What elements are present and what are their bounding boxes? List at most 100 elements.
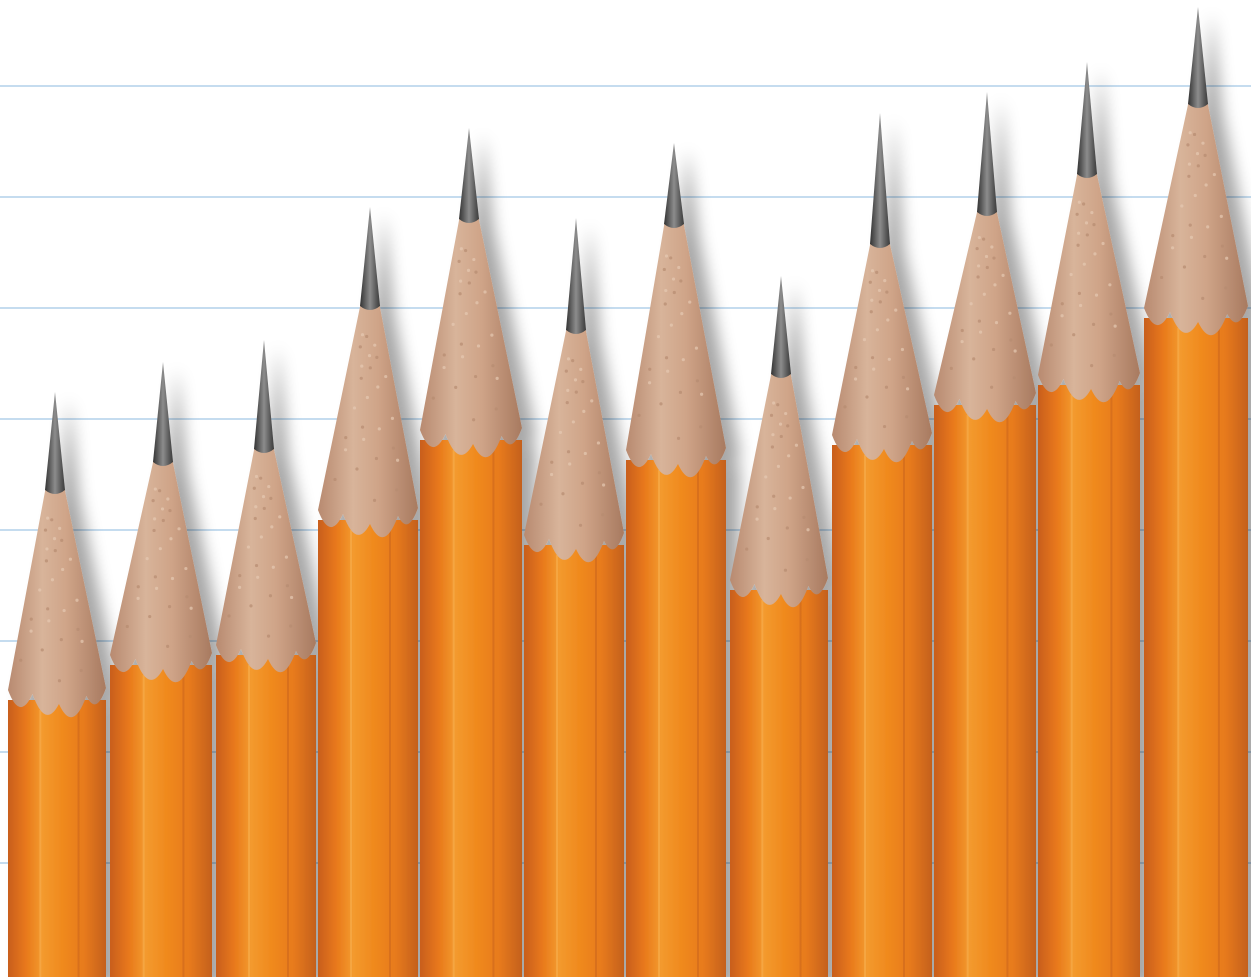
wood-grain xyxy=(679,279,683,283)
wood-grain xyxy=(1001,273,1005,277)
wood-grain xyxy=(454,385,458,389)
wood-grain xyxy=(662,267,666,272)
wood-grain xyxy=(68,557,73,561)
wood-grain xyxy=(1008,311,1012,315)
wood-grain xyxy=(289,624,293,628)
wood-grain xyxy=(355,467,359,471)
wood-grain xyxy=(491,364,495,368)
wood-grain xyxy=(158,547,162,551)
wood-grain xyxy=(806,528,810,532)
wood-grain xyxy=(770,445,775,449)
wood-grain xyxy=(259,535,263,539)
wood-grain xyxy=(136,596,140,600)
wood-grain xyxy=(886,318,890,322)
wood-grain xyxy=(167,605,172,609)
wood-grain xyxy=(1075,212,1079,216)
wood-grain xyxy=(656,335,661,339)
wood-grain xyxy=(794,443,799,447)
wood-grain xyxy=(46,607,50,611)
pencil-graphite xyxy=(664,143,684,228)
wood-grain xyxy=(1171,233,1175,238)
wood-grain xyxy=(550,460,554,464)
wood-grain xyxy=(1180,204,1184,208)
wood-grain xyxy=(985,265,989,270)
wood-grain xyxy=(269,496,273,500)
wood-grain xyxy=(476,344,481,348)
wood-grain xyxy=(464,248,468,253)
wood-grain xyxy=(1085,233,1089,237)
wood-grain xyxy=(1093,252,1097,256)
wood-grain xyxy=(975,246,979,251)
wood-grain xyxy=(578,523,583,527)
wood-grain xyxy=(694,346,699,350)
wood-grain xyxy=(1187,174,1191,178)
wood-grain xyxy=(960,328,964,333)
wood-grain xyxy=(390,416,395,421)
wood-grain xyxy=(40,648,44,652)
wood-grain xyxy=(764,475,768,479)
pencil-wood-tip xyxy=(110,458,212,683)
wood-grain xyxy=(38,588,42,592)
wood-grain xyxy=(882,424,887,429)
wood-grain xyxy=(278,515,282,519)
wood-grain xyxy=(561,492,565,496)
pencil-wood-tip xyxy=(524,326,624,563)
wood-grain xyxy=(868,280,872,284)
wood-grain xyxy=(1192,132,1197,137)
wood-grain xyxy=(246,545,251,549)
wood-grain xyxy=(637,413,641,417)
wood-grain xyxy=(990,385,994,389)
pencil-graphite xyxy=(459,128,479,223)
wood-grain xyxy=(495,376,499,380)
pencil-body xyxy=(1144,318,1248,977)
pencil-wood-tip xyxy=(420,215,522,458)
wood-grain xyxy=(580,481,585,485)
wood-grain xyxy=(43,528,48,532)
wood-grain xyxy=(843,405,847,409)
wood-grain xyxy=(1094,293,1099,297)
wood-grain xyxy=(805,558,809,562)
wood-grain xyxy=(161,518,165,523)
wood-grain xyxy=(1012,376,1016,380)
pencil-wood-tip xyxy=(216,445,316,673)
pencil-graphite xyxy=(254,340,274,453)
wood-grain xyxy=(978,330,983,334)
wood-grain xyxy=(671,277,676,281)
wood-grain xyxy=(669,256,673,260)
wood-grain xyxy=(58,526,62,530)
wood-grain xyxy=(189,606,193,610)
wood-grain xyxy=(1076,243,1080,247)
wood-grain xyxy=(1082,202,1086,206)
wood-grain xyxy=(885,290,889,294)
wood-grain xyxy=(60,538,64,542)
wood-grain xyxy=(659,402,663,406)
pencil xyxy=(730,276,828,977)
wood-grain xyxy=(647,381,652,385)
wood-grain xyxy=(152,528,156,533)
pencil xyxy=(934,92,1036,977)
wood-grain xyxy=(467,281,471,285)
wood-grain xyxy=(188,634,192,639)
wood-grain xyxy=(285,584,290,588)
wood-grain xyxy=(853,377,858,381)
wood-grain xyxy=(145,557,149,561)
wood-grain xyxy=(267,484,271,489)
wood-grain xyxy=(991,347,996,352)
wood-grain xyxy=(564,369,568,373)
wood-grain xyxy=(783,568,788,572)
wood-grain xyxy=(1219,214,1223,219)
wood-grain xyxy=(666,369,670,373)
wood-grain xyxy=(571,359,575,363)
wood-grain xyxy=(565,401,569,405)
wood-grain xyxy=(374,456,379,461)
wood-grain xyxy=(168,508,172,513)
wood-grain xyxy=(870,269,875,273)
pencil-body xyxy=(730,590,828,977)
wood-grain xyxy=(185,595,189,599)
wood-grain xyxy=(377,427,381,431)
wood-grain xyxy=(566,388,570,392)
wood-grain xyxy=(148,614,152,619)
wood-grain xyxy=(1060,314,1064,318)
wood-grain xyxy=(136,585,140,589)
wood-grain xyxy=(581,380,585,384)
